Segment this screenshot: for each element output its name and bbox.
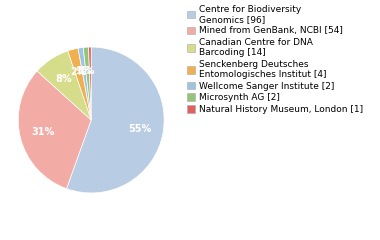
Text: 8%: 8% — [55, 73, 72, 84]
Wedge shape — [83, 47, 91, 120]
Wedge shape — [68, 48, 91, 120]
Wedge shape — [66, 47, 164, 193]
Text: 1%: 1% — [76, 66, 92, 76]
Wedge shape — [78, 48, 91, 120]
Legend: Centre for Biodiversity
Genomics [96], Mined from GenBank, NCBI [54], Canadian C: Centre for Biodiversity Genomics [96], M… — [187, 5, 363, 114]
Text: 55%: 55% — [128, 124, 152, 133]
Text: 1%: 1% — [79, 66, 96, 76]
Text: 31%: 31% — [32, 127, 55, 137]
Wedge shape — [37, 51, 91, 120]
Wedge shape — [18, 71, 91, 189]
Wedge shape — [89, 47, 91, 120]
Text: 2%: 2% — [70, 67, 87, 77]
